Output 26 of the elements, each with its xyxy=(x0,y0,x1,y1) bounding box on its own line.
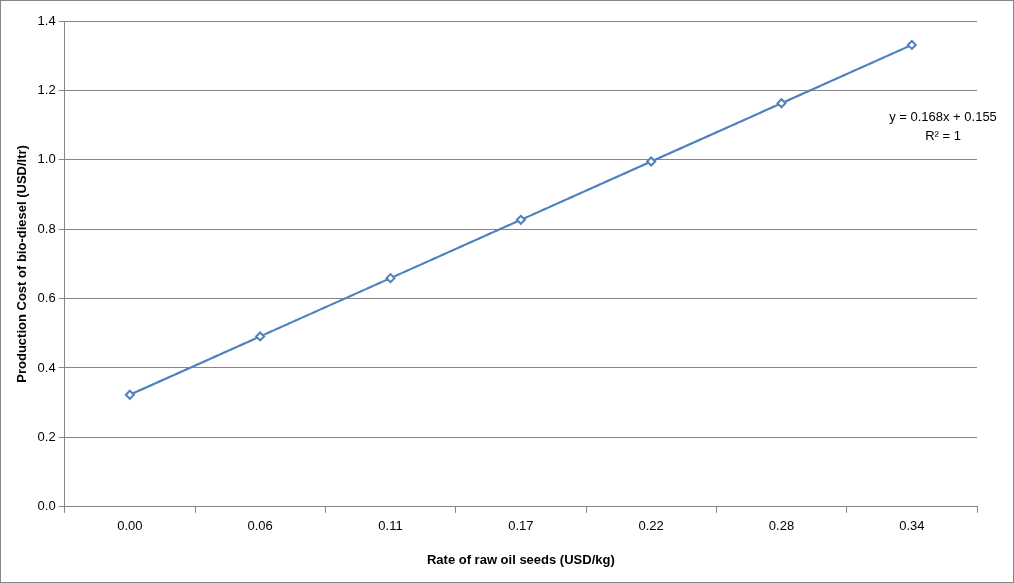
y-tick-label: 0.2 xyxy=(37,428,56,444)
annotation: R² = 1 xyxy=(925,128,961,143)
point xyxy=(776,98,787,109)
y-tick-label: 1.0 xyxy=(37,151,56,167)
y-tick-label: 1.2 xyxy=(37,81,56,97)
x-axis-title: Rate of raw oil seeds (USD/kg) xyxy=(426,551,615,567)
x-tick-label: 0.11 xyxy=(378,518,403,534)
x-tick-label: 0.17 xyxy=(508,518,534,534)
point xyxy=(515,214,526,225)
point xyxy=(646,156,657,167)
y-tick-label: 0.6 xyxy=(37,290,56,306)
y-axis-title: Production Cost of bio-diesel (USD/ltr) xyxy=(14,145,30,383)
x-tick-label: 0.28 xyxy=(768,518,795,534)
annotation: y = 0.168x + 0.155 xyxy=(889,109,997,124)
y-tick-label: 0.8 xyxy=(37,220,56,236)
y-tick-label: 1.4 xyxy=(37,12,56,28)
x-tick-label: 0.00 xyxy=(117,518,143,534)
x-tick-label: 0.06 xyxy=(247,518,273,534)
point xyxy=(906,39,917,50)
point xyxy=(385,273,396,284)
x-tick-label: 0.22 xyxy=(638,518,664,534)
y-tick-label: 0.4 xyxy=(37,359,56,375)
point xyxy=(124,389,135,400)
y-tick-label: 0.0 xyxy=(37,498,56,514)
point xyxy=(255,331,266,342)
x-tick-label: 0.34 xyxy=(899,518,925,534)
